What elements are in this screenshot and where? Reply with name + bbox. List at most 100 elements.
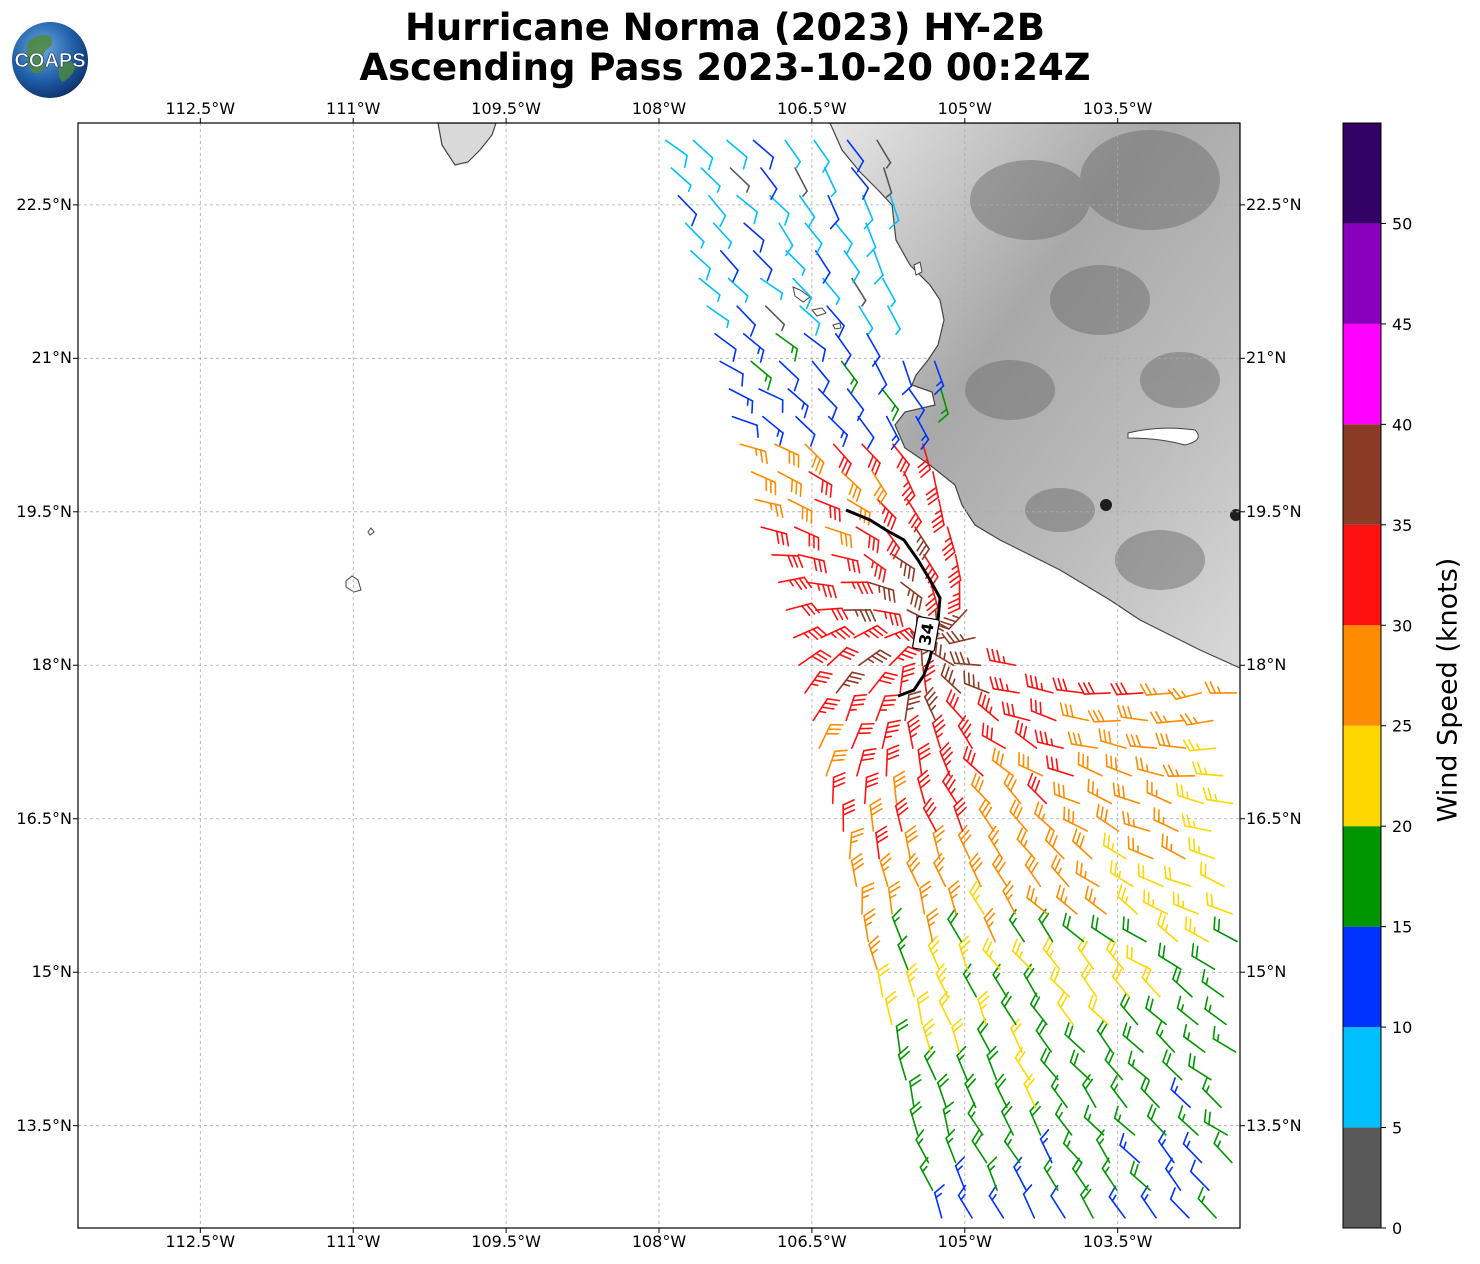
wind-barb bbox=[962, 745, 984, 777]
wind-barb bbox=[835, 671, 865, 694]
wind-barb bbox=[1067, 731, 1099, 749]
wind-barb bbox=[875, 694, 898, 722]
colorbar-bin bbox=[1343, 223, 1381, 324]
wind-barb bbox=[977, 691, 999, 722]
colorbar-tick-label: 35 bbox=[1392, 516, 1412, 535]
lat-tick-left: 22.5°N bbox=[16, 194, 72, 214]
lake-chapala bbox=[1127, 427, 1199, 446]
wind-barb bbox=[936, 1073, 949, 1109]
wind-barb bbox=[759, 277, 784, 301]
lon-tick-bottom: 108°W bbox=[631, 1232, 687, 1251]
lat-tick-left: 16.5°N bbox=[16, 808, 72, 828]
wind-barb bbox=[1109, 860, 1134, 888]
wind-barb bbox=[1056, 884, 1078, 915]
wind-barb bbox=[760, 167, 778, 201]
wind-barb bbox=[1045, 755, 1074, 777]
lon-tick-top: 103.5°W bbox=[1082, 99, 1153, 118]
san-benedicto-island bbox=[367, 527, 375, 536]
wind-barb bbox=[971, 1129, 988, 1164]
wind-barb bbox=[1145, 995, 1167, 1026]
wind-barb bbox=[940, 662, 962, 694]
wind-barb bbox=[853, 624, 888, 639]
coaps-logo: COAPS bbox=[12, 22, 88, 98]
wind-barb bbox=[1161, 833, 1186, 860]
wind-barb bbox=[868, 671, 898, 694]
wind-barb bbox=[926, 908, 939, 943]
34kt-wind-contour bbox=[845, 508, 942, 698]
wind-barb bbox=[1182, 738, 1217, 752]
lon-tick-bottom: 112.5°W bbox=[165, 1232, 236, 1251]
wind-barb bbox=[1170, 1077, 1191, 1109]
wind-barb bbox=[1087, 778, 1113, 805]
wind-barb bbox=[677, 194, 698, 227]
wind-barb bbox=[806, 581, 837, 599]
wind-barb bbox=[885, 744, 900, 777]
wind-barb bbox=[1087, 709, 1121, 723]
colorbar-bin bbox=[1343, 826, 1381, 927]
wind-barb bbox=[1027, 772, 1048, 805]
wind-barb bbox=[1052, 677, 1084, 694]
wind-barb bbox=[1104, 1048, 1124, 1081]
wind-barb bbox=[917, 742, 931, 777]
wind-barb bbox=[1120, 992, 1139, 1026]
colorbar-bin bbox=[1343, 524, 1381, 626]
wind-barb bbox=[729, 167, 750, 193]
wind-barb bbox=[958, 935, 971, 970]
map-content: 34 bbox=[78, 123, 1240, 1228]
wind-barb bbox=[1110, 682, 1144, 696]
wind-barb bbox=[1202, 1076, 1222, 1109]
wind-barb bbox=[968, 852, 983, 888]
wind-barb bbox=[1075, 860, 1100, 888]
wind-barb bbox=[945, 689, 965, 722]
wind-barb bbox=[904, 690, 922, 722]
wind-barb bbox=[1001, 701, 1031, 722]
wind-barb bbox=[712, 222, 733, 250]
wind-barb bbox=[931, 498, 945, 533]
wind-barb bbox=[1034, 801, 1055, 832]
tres-marias-1 bbox=[792, 286, 811, 303]
wind-barb bbox=[1176, 995, 1199, 1026]
wind-barb bbox=[750, 471, 777, 496]
lon-tick-top: 111°W bbox=[326, 99, 381, 118]
lon-tick-top: 106.5°W bbox=[777, 99, 847, 118]
wind-barb bbox=[1137, 863, 1164, 888]
wind-barb bbox=[948, 553, 962, 589]
wind-barb bbox=[1135, 756, 1165, 777]
wind-barb bbox=[1191, 761, 1224, 777]
wind-barb bbox=[933, 1184, 945, 1219]
wind-barbs bbox=[665, 139, 1238, 1219]
wind-barb bbox=[698, 277, 721, 302]
colorbar-tick-label: 50 bbox=[1392, 214, 1412, 233]
wind-barb bbox=[811, 360, 830, 394]
wind-barb bbox=[1197, 1186, 1217, 1219]
wind-barb bbox=[1063, 806, 1089, 832]
wind-barb bbox=[1054, 1102, 1073, 1136]
wind-barb bbox=[1204, 996, 1227, 1026]
wind-barb bbox=[808, 471, 833, 498]
wind-barb bbox=[708, 194, 727, 228]
wind-barb bbox=[690, 250, 711, 281]
wind-barb bbox=[1155, 1021, 1176, 1053]
wind-barb bbox=[932, 825, 945, 860]
wind-barb bbox=[851, 167, 870, 200]
wind-barb bbox=[1042, 937, 1061, 970]
wind-barb bbox=[797, 553, 827, 574]
lat-tick-right: 19.5°N bbox=[1246, 501, 1302, 521]
wind-barb bbox=[1059, 702, 1090, 722]
wind-barb bbox=[1199, 861, 1225, 888]
wind-barb bbox=[1088, 994, 1109, 1026]
wind-barb bbox=[850, 852, 865, 888]
wind-barb bbox=[856, 748, 877, 777]
gridlines bbox=[78, 123, 1240, 1228]
wind-barb bbox=[1184, 916, 1210, 943]
wind-barb bbox=[858, 305, 874, 335]
wind-barb bbox=[1188, 836, 1216, 860]
wind-barb bbox=[1044, 827, 1065, 860]
wind-barb bbox=[1026, 885, 1049, 915]
wind-barb bbox=[804, 443, 825, 475]
wind-barb bbox=[986, 1045, 999, 1081]
wind-barb bbox=[884, 990, 898, 1026]
wind-barb bbox=[1119, 1132, 1141, 1164]
wind-barb bbox=[891, 907, 903, 943]
